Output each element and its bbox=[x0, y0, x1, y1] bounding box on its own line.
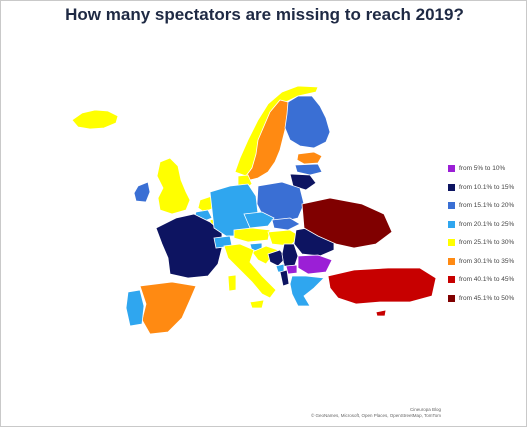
country-albania bbox=[279, 269, 290, 287]
country-bulgaria bbox=[297, 254, 333, 275]
legend-label: from 40.1% to 45% bbox=[459, 276, 515, 283]
country-italy-sicily bbox=[249, 299, 265, 309]
country-italy-sardinia bbox=[227, 274, 237, 292]
country-bosnia bbox=[267, 249, 287, 267]
legend-item: from 20.1% to 25% bbox=[448, 219, 528, 230]
legend-swatch bbox=[448, 257, 455, 265]
legend-item: from 15.1% to 20% bbox=[448, 200, 528, 211]
country-france bbox=[155, 213, 223, 279]
legend-swatch bbox=[448, 220, 455, 228]
country-portugal bbox=[125, 289, 145, 327]
country-latvia bbox=[294, 163, 323, 176]
country-lithuania bbox=[289, 173, 317, 191]
legend-label: from 5% to 10% bbox=[459, 165, 506, 172]
map-credits: Cineuropa Blog © GeoNames, Microsoft, Op… bbox=[311, 407, 441, 419]
country-poland bbox=[256, 181, 305, 223]
credit-attribution: © GeoNames, Microsoft, Open Places, Open… bbox=[310, 413, 441, 418]
country-ireland bbox=[133, 181, 151, 203]
country-austria bbox=[233, 227, 271, 243]
legend-item: from 25.1% to 30% bbox=[448, 237, 528, 248]
country-cyprus bbox=[375, 309, 387, 317]
country-north-macedonia bbox=[285, 264, 298, 275]
country-czechia bbox=[243, 211, 275, 229]
legend-label: from 25.1% to 30% bbox=[459, 239, 515, 246]
country-italy bbox=[223, 243, 277, 299]
credit-source: Cineuropa Blog bbox=[409, 407, 441, 412]
legend-label: from 10.1% to 15% bbox=[459, 183, 515, 191]
country-uk bbox=[156, 157, 191, 215]
legend-item: from 45.1% to 50% bbox=[448, 293, 528, 304]
legend-swatch bbox=[448, 202, 455, 209]
legend-item: from 5% to 10% bbox=[448, 163, 528, 174]
legend-label: from 45.1% to 50% bbox=[459, 294, 515, 302]
legend-swatch bbox=[448, 183, 455, 191]
map-title: How many spectators are missing to reach… bbox=[65, 5, 464, 24]
country-estonia bbox=[296, 151, 323, 165]
country-netherlands bbox=[197, 195, 215, 213]
legend-swatch bbox=[448, 239, 455, 246]
country-ukraine bbox=[301, 197, 393, 249]
country-iceland bbox=[71, 109, 119, 130]
legend-swatch bbox=[448, 276, 455, 283]
legend-swatch bbox=[448, 294, 455, 302]
legend-label: from 15.1% to 20% bbox=[459, 202, 515, 209]
legend-swatch bbox=[448, 165, 455, 172]
country-turkey bbox=[327, 267, 437, 305]
legend-item: from 30.1% to 35% bbox=[448, 256, 528, 267]
legend-item: from 40.1% to 45% bbox=[448, 274, 528, 285]
country-slovakia bbox=[271, 217, 301, 231]
country-greece bbox=[289, 275, 325, 307]
legend-label: from 30.1% to 35% bbox=[459, 257, 515, 265]
legend-item: from 10.1% to 15% bbox=[448, 182, 528, 193]
country-spain bbox=[139, 281, 197, 335]
legend-label: from 20.1% to 25% bbox=[459, 220, 515, 228]
country-finland bbox=[284, 95, 331, 149]
legend: from 5% to 10% from 10.1% to 15% from 15… bbox=[448, 163, 528, 311]
